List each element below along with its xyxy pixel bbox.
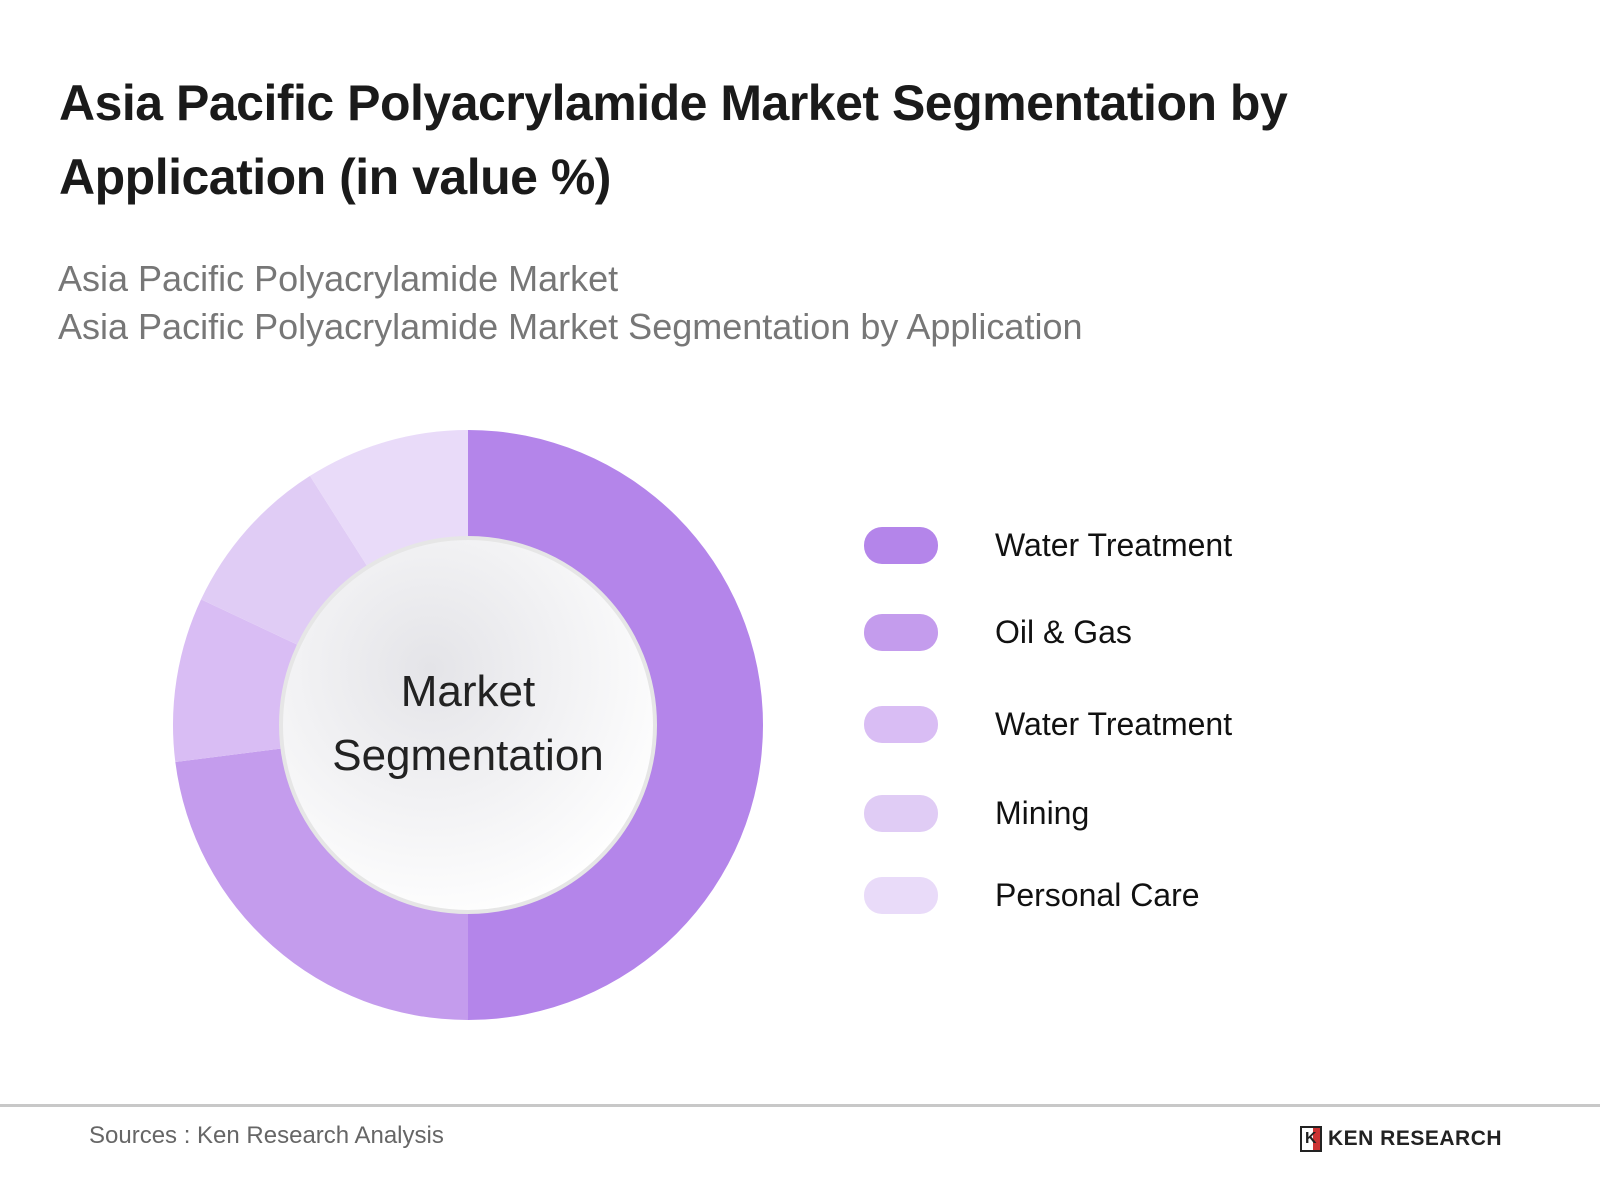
logo-mark-icon: K	[1300, 1126, 1322, 1152]
legend-item: Oil & Gas	[864, 614, 1132, 651]
chart-subtitle: Asia Pacific Polyacrylamide Market	[58, 258, 619, 299]
chart-subtitle-2: Asia Pacific Polyacrylamide Market Segme…	[58, 306, 1083, 347]
legend-label: Water Treatment	[995, 706, 1233, 742]
legend-item: Water Treatment	[864, 527, 1232, 564]
donut-slice	[172, 599, 299, 762]
donut-slice	[175, 748, 468, 1020]
legend-label: Water Treatment	[995, 527, 1233, 563]
donut-center	[279, 536, 657, 914]
center-label: Market Segmentation	[332, 667, 604, 780]
legend-label: Mining	[995, 795, 1090, 831]
legend-swatch	[864, 527, 938, 564]
source-note: Sources : Ken Research Analysis	[89, 1122, 444, 1149]
legend-item: Mining	[864, 795, 1089, 832]
ken-research-logo: K KEN RESEARCH	[1300, 1126, 1502, 1152]
legend-label: Oil & Gas	[995, 614, 1132, 650]
legend-item: Water Treatment	[864, 706, 1232, 743]
legend-swatch	[864, 706, 938, 743]
donut-slice	[468, 430, 763, 1020]
donut-slice	[309, 430, 468, 568]
logo-text: KEN RESEARCH	[1328, 1127, 1503, 1150]
legend-swatch	[864, 795, 938, 832]
legend-swatch	[864, 877, 938, 914]
legend-label: Personal Care	[995, 877, 1200, 913]
legend-item: Personal Care	[864, 877, 1200, 914]
legend-swatch	[864, 614, 938, 651]
footer-divider	[0, 1104, 1600, 1107]
chart-title: Asia Pacific Polyacrylamide Market Segme…	[59, 75, 1288, 205]
